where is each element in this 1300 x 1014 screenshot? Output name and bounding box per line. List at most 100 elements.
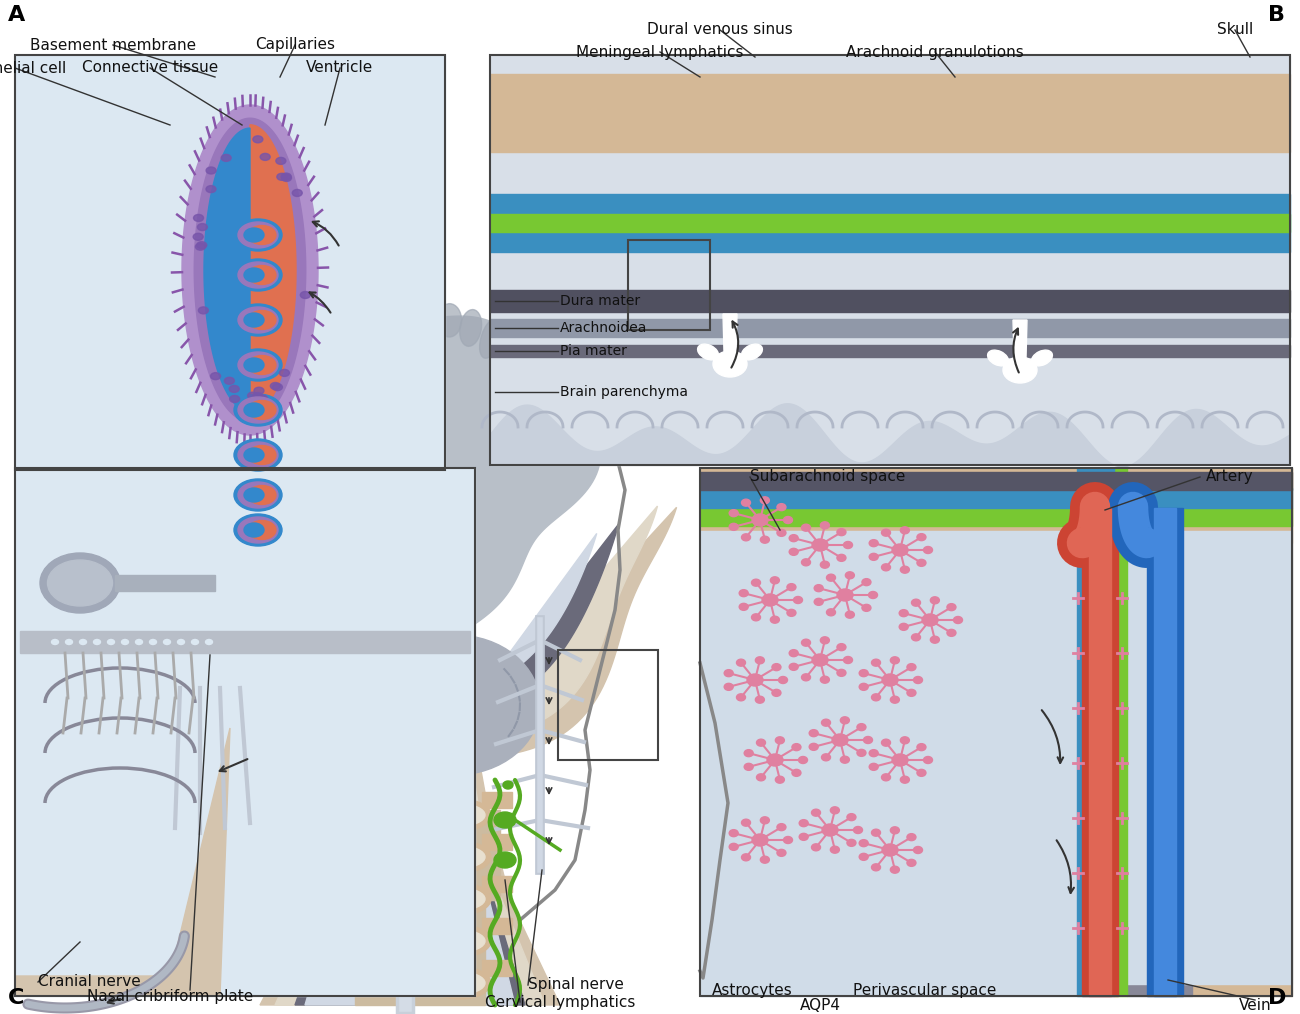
- Bar: [490, 55, 1290, 465]
- Ellipse shape: [881, 564, 891, 571]
- Ellipse shape: [260, 153, 270, 160]
- Ellipse shape: [243, 405, 254, 412]
- Ellipse shape: [871, 694, 880, 701]
- Bar: [16, 55, 445, 470]
- Ellipse shape: [480, 318, 502, 358]
- Ellipse shape: [923, 547, 932, 554]
- Ellipse shape: [108, 640, 114, 645]
- Ellipse shape: [244, 488, 264, 502]
- Ellipse shape: [870, 749, 879, 756]
- Ellipse shape: [760, 497, 770, 504]
- Text: Artery: Artery: [1206, 469, 1253, 485]
- Ellipse shape: [238, 307, 278, 333]
- Bar: [558, 650, 658, 760]
- Ellipse shape: [698, 344, 719, 360]
- Ellipse shape: [437, 303, 461, 337]
- Ellipse shape: [229, 385, 239, 392]
- Ellipse shape: [436, 930, 485, 952]
- Ellipse shape: [789, 650, 798, 657]
- Ellipse shape: [793, 596, 802, 603]
- Ellipse shape: [870, 764, 879, 771]
- Bar: [490, 74, 1290, 152]
- Ellipse shape: [244, 228, 264, 242]
- Bar: [114, 575, 214, 591]
- Ellipse shape: [822, 719, 831, 726]
- Ellipse shape: [881, 774, 891, 781]
- Ellipse shape: [150, 640, 156, 645]
- Ellipse shape: [988, 350, 1009, 366]
- Text: Spinal nerve: Spinal nerve: [528, 977, 624, 993]
- Ellipse shape: [369, 301, 395, 331]
- Bar: [482, 834, 512, 850]
- Ellipse shape: [282, 174, 291, 182]
- Ellipse shape: [65, 640, 73, 645]
- Ellipse shape: [737, 694, 745, 701]
- Ellipse shape: [802, 639, 810, 646]
- Ellipse shape: [891, 826, 900, 834]
- Ellipse shape: [164, 640, 170, 645]
- Ellipse shape: [901, 566, 910, 573]
- Ellipse shape: [244, 403, 264, 417]
- Ellipse shape: [741, 854, 750, 861]
- Ellipse shape: [282, 337, 320, 366]
- Ellipse shape: [777, 850, 786, 857]
- Ellipse shape: [238, 442, 278, 468]
- Ellipse shape: [760, 817, 770, 823]
- Ellipse shape: [820, 522, 829, 529]
- Ellipse shape: [244, 523, 264, 537]
- Ellipse shape: [827, 574, 836, 581]
- Ellipse shape: [792, 770, 801, 777]
- Ellipse shape: [859, 683, 868, 691]
- Ellipse shape: [248, 520, 276, 539]
- Ellipse shape: [234, 514, 282, 546]
- Polygon shape: [490, 404, 1290, 466]
- Ellipse shape: [901, 527, 910, 533]
- Ellipse shape: [254, 136, 263, 143]
- Ellipse shape: [238, 482, 278, 508]
- Ellipse shape: [205, 640, 212, 645]
- Ellipse shape: [859, 854, 868, 860]
- Ellipse shape: [760, 856, 770, 863]
- Ellipse shape: [811, 809, 820, 816]
- Text: D: D: [1268, 988, 1287, 1008]
- Ellipse shape: [900, 624, 909, 631]
- Ellipse shape: [857, 749, 866, 756]
- Ellipse shape: [907, 859, 916, 866]
- Ellipse shape: [391, 299, 419, 330]
- Polygon shape: [194, 119, 306, 422]
- Text: Nasal cribriform plate: Nasal cribriform plate: [87, 990, 254, 1005]
- Ellipse shape: [254, 387, 264, 394]
- Ellipse shape: [281, 173, 291, 180]
- Text: Epithelial cell: Epithelial cell: [0, 61, 66, 75]
- Ellipse shape: [881, 674, 898, 686]
- Ellipse shape: [460, 309, 481, 347]
- Bar: [490, 194, 1290, 252]
- Ellipse shape: [946, 630, 956, 637]
- Ellipse shape: [198, 223, 208, 230]
- Ellipse shape: [537, 408, 578, 440]
- Ellipse shape: [832, 734, 848, 746]
- Ellipse shape: [772, 663, 781, 670]
- Polygon shape: [182, 229, 658, 1005]
- Ellipse shape: [837, 669, 846, 676]
- Ellipse shape: [854, 826, 862, 834]
- Bar: [699, 468, 1292, 996]
- Ellipse shape: [786, 584, 796, 590]
- Ellipse shape: [901, 776, 910, 783]
- Ellipse shape: [191, 640, 199, 645]
- Ellipse shape: [802, 674, 810, 680]
- Ellipse shape: [277, 173, 287, 180]
- Ellipse shape: [247, 373, 295, 396]
- Ellipse shape: [777, 504, 786, 511]
- Polygon shape: [162, 207, 676, 1005]
- Ellipse shape: [280, 369, 290, 376]
- Ellipse shape: [325, 312, 354, 344]
- Ellipse shape: [822, 753, 831, 760]
- Text: Astrocytes: Astrocytes: [711, 983, 793, 998]
- Text: Skull: Skull: [1217, 22, 1253, 38]
- Ellipse shape: [911, 634, 920, 641]
- Ellipse shape: [907, 690, 916, 697]
- Ellipse shape: [751, 613, 760, 621]
- Ellipse shape: [863, 736, 872, 743]
- Ellipse shape: [248, 356, 276, 374]
